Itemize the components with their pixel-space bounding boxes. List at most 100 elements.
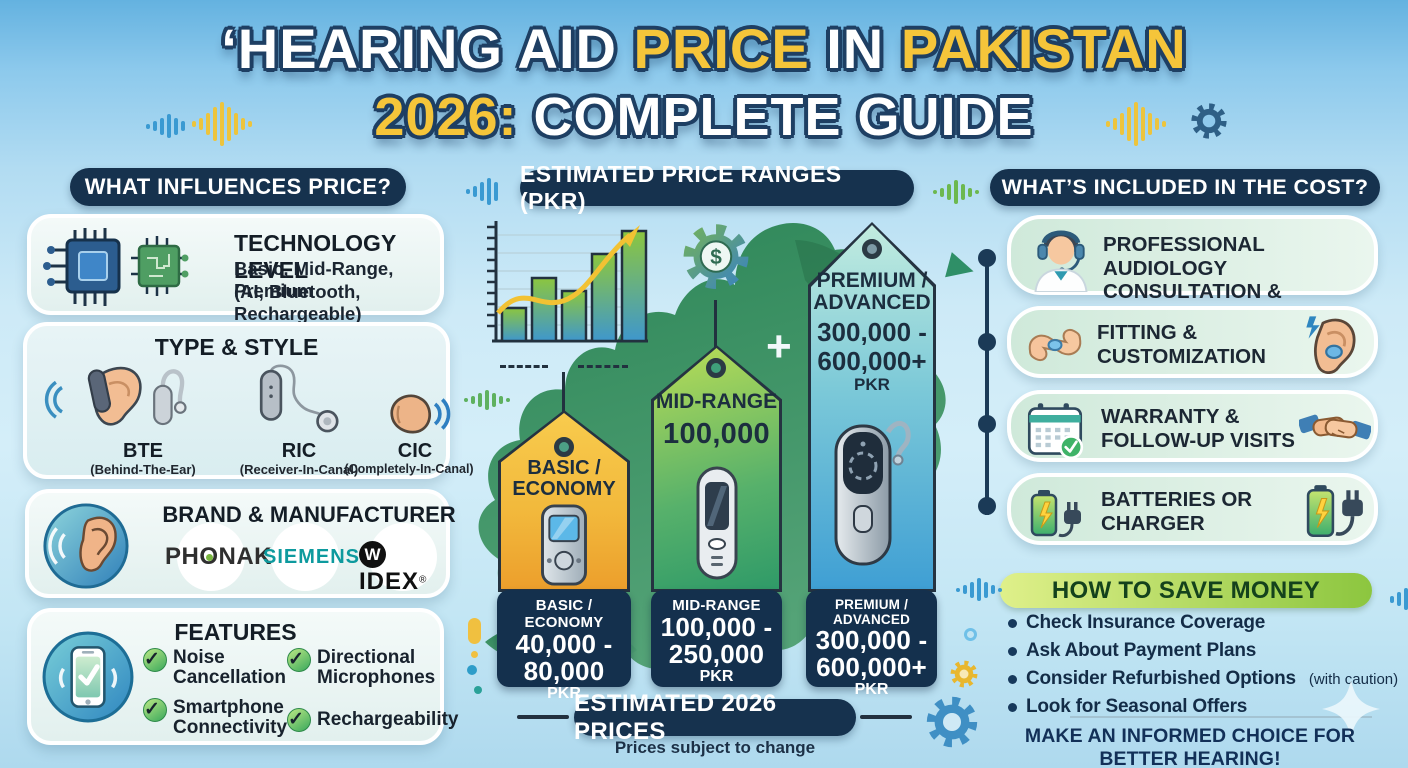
- mid-device-icon: [696, 466, 738, 580]
- tag-price: 100,000: [663, 418, 770, 450]
- brand-manufacturer-card: BRAND & MANUFACTURER PHONAK SIEMENS WIDE…: [25, 489, 456, 598]
- type-abbr: RIC: [281, 440, 317, 462]
- save-money-header: HOW TO SAVE MONEY: [1000, 573, 1372, 608]
- audio-waveform-icon: [192, 102, 255, 146]
- tag-string: [562, 372, 565, 436]
- title-part-highlight: PRICE: [633, 17, 810, 80]
- type-full: (Behind-The-Ear): [90, 462, 196, 477]
- closing-message: MAKE AN INFORMED CHOICE FOR BETTER HEARI…: [1024, 725, 1356, 768]
- left-section-header: WHAT INFLUENCES PRICE?: [70, 168, 406, 206]
- tag-hole: [862, 239, 882, 259]
- card-title: FEATURES: [174, 619, 297, 645]
- smartphone-check-icon: [42, 631, 134, 723]
- timeline-dot: [978, 497, 996, 515]
- card-title: TECHNOLOGY LEVEL: [234, 230, 396, 283]
- features-card: FEATURES ✓ Noise Cancellation ✓ Directiona…: [27, 608, 459, 745]
- title-part: IN: [826, 17, 885, 80]
- included-card-warranty: WARRANTY & FOLLOW-UP VISITS: [1007, 390, 1378, 462]
- fitting-hands-icon: [1028, 329, 1082, 361]
- cic-hearing-aid-icon: [390, 394, 451, 434]
- audiologist-icon: [1034, 230, 1088, 292]
- widex-rest: IDEX: [359, 568, 420, 595]
- gear-dollar-icon: $: [683, 224, 749, 289]
- bullet-icon: [1008, 674, 1017, 684]
- tag-range: 300,000 -600,000+: [817, 317, 927, 376]
- dashed-connector: [578, 365, 628, 368]
- estimated-prices-banner: ESTIMATED 2026 PRICES: [574, 690, 856, 745]
- yellow-blob-decoration: [468, 618, 481, 644]
- phonak-green-dot: [206, 554, 213, 561]
- tag-label: BASIC / ECONOMY: [512, 457, 616, 500]
- left-header-label: WHAT INFLUENCES PRICE?: [84, 174, 392, 199]
- page-title-line1: ‘HEARING AID PRICE IN PAKISTAN: [0, 16, 1408, 81]
- tier-name: BASIC / ECONOMY: [524, 597, 604, 631]
- save-tip: Ask About Payment Plans: [1008, 640, 1398, 662]
- ric-hearing-aid-icon: [259, 364, 339, 433]
- handshake-icon: [1299, 414, 1371, 440]
- audio-waveform-icon: [956, 578, 1005, 601]
- page-title-line2: 2026: COMPLETE GUIDE: [0, 86, 1408, 148]
- tag-label: MID-RANGE: [655, 390, 778, 413]
- bullet-icon: [1008, 646, 1017, 656]
- basic-price-footer: BASIC / ECONOMY 40,000 -80,000 PKR: [497, 590, 631, 702]
- audio-waveform-icon: [464, 390, 513, 410]
- banner-label: ESTIMATED 2026 PRICES: [574, 689, 777, 745]
- card-title: BRAND & MANUFACTURER: [162, 502, 456, 527]
- sparkle-decoration: [1322, 680, 1380, 738]
- card-label: FITTING & CUSTOMIZATION: [1097, 321, 1266, 368]
- dashed-connector: [500, 365, 548, 368]
- right-header-label: WHAT’S INCLUDED IN THE COST?: [1001, 175, 1369, 199]
- middle-header-label: ESTIMATED PRICE RANGES (PKR): [520, 161, 842, 214]
- type-abbr: CIC: [397, 440, 433, 462]
- type-abbr: BTE: [123, 440, 163, 462]
- check-icon: ✓: [143, 698, 167, 722]
- basic-device-icon: [541, 504, 587, 586]
- bullet-icon: [1008, 702, 1017, 712]
- audio-waveform-icon: [466, 178, 501, 205]
- mid-price-footer: MID-RANGE 100,000 -250,000 PKR: [651, 590, 782, 687]
- banner-side-line: [860, 715, 912, 719]
- save-tip: Check Insurance Coverage: [1008, 612, 1398, 634]
- title-part: COMPLETE GUIDE: [533, 87, 1034, 147]
- bullet-icon: [1008, 618, 1017, 628]
- middle-section-header: ESTIMATED PRICE RANGES (PKR): [520, 161, 914, 214]
- timeline-dot: [978, 333, 996, 351]
- type-full: (Completely-In-Canal): [344, 462, 474, 476]
- save-tip: Consider Refurbished Options (with cautio…: [1008, 668, 1398, 690]
- included-card-fitting: FITTING & CUSTOMIZATION: [1007, 306, 1378, 378]
- registered-mark: ®: [419, 574, 427, 586]
- price-trend-chart-icon: [487, 221, 648, 343]
- feature-item: ✓ Directional Microphones: [287, 647, 436, 689]
- tag-currency: PKR: [854, 375, 890, 394]
- tag-label: PREMIUM / ADVANCED: [813, 269, 931, 315]
- title-part-highlight: 2026:: [374, 87, 518, 147]
- yellow-dot-decoration: [471, 651, 478, 658]
- widex-logo: WIDEX®: [359, 541, 446, 596]
- audio-waveform-icon: [146, 114, 188, 138]
- timeline-dot: [978, 415, 996, 433]
- feature-item: ✓ Smartphone Connectivity: [143, 697, 288, 739]
- card-label: BATTERIES OR CHARGER: [1101, 488, 1253, 535]
- siemens-logo: SIEMENS: [263, 546, 361, 568]
- currency-label: PKR: [547, 685, 581, 703]
- card-title: TYPE & STYLE: [154, 334, 319, 360]
- blue-gear-icon: [926, 696, 978, 748]
- audio-waveform-icon: [1390, 584, 1408, 614]
- type-full: (Receiver-In-Canal): [239, 462, 359, 477]
- timeline-line: [985, 250, 989, 515]
- feature-item: ✓ Noise Cancellation: [143, 647, 286, 689]
- blue-dot-decoration: [467, 665, 477, 675]
- logo-circle: [271, 523, 339, 591]
- battery-plug-icon: [1030, 490, 1081, 538]
- divider: [1070, 716, 1372, 718]
- plus-sign: +: [766, 322, 792, 371]
- battery-plug-icon: [1306, 485, 1363, 538]
- tier-name: MID-RANGE: [672, 597, 761, 614]
- card-label: WARRANTY & FOLLOW-UP VISITS: [1101, 405, 1295, 452]
- tier-name: PREMIUM / ADVANCED: [832, 597, 911, 627]
- tag-hole: [706, 358, 726, 378]
- bte-hearing-aid-icon: [44, 366, 187, 426]
- premium-device-icon: [834, 421, 911, 566]
- included-card-batteries: BATTERIES OR CHARGER: [1007, 473, 1378, 545]
